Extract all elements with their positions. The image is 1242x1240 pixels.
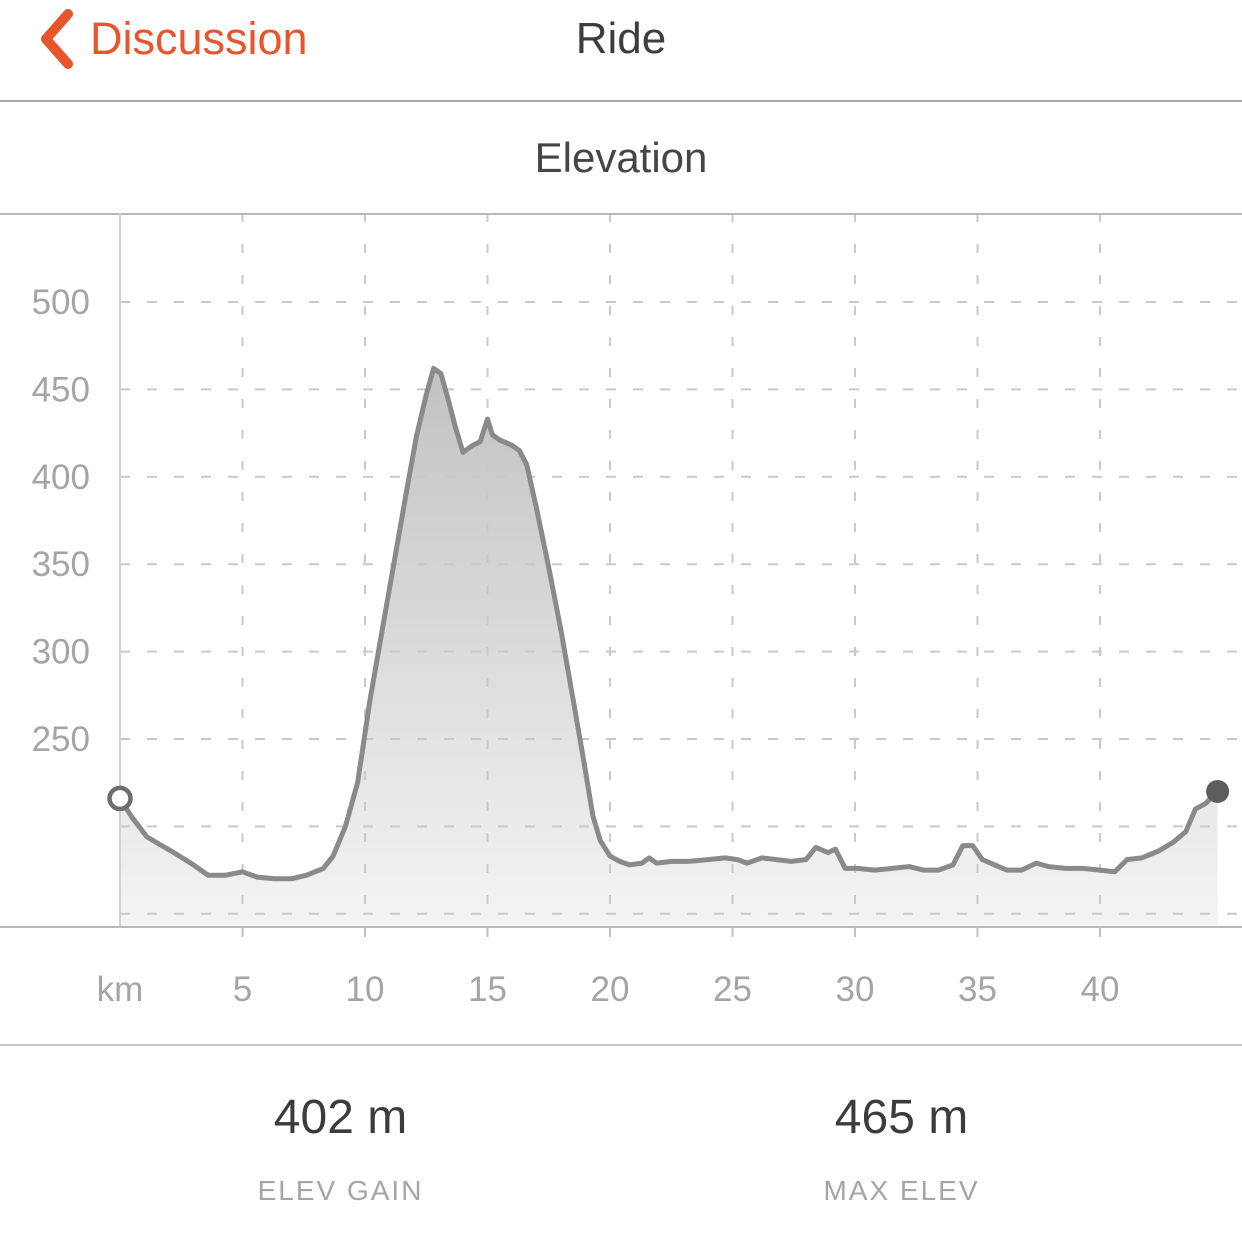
x-axis-label: 40	[1081, 970, 1120, 1009]
x-axis-label: 30	[836, 970, 875, 1009]
x-axis-label: 35	[958, 970, 997, 1009]
x-axis-label: 15	[468, 970, 507, 1009]
elevation-line	[117, 365, 1221, 882]
chart-title: Elevation	[534, 133, 708, 181]
stat-elev-gain: 402 m ELEV GAIN	[60, 1046, 621, 1238]
x-axis-label: 10	[346, 970, 385, 1009]
max-elev-value: 465 m	[834, 1091, 969, 1144]
y-axis-label: 350	[32, 545, 90, 584]
y-axis-label: 450	[32, 370, 90, 409]
x-axis-unit-label: km	[97, 970, 144, 1009]
y-axis-label: 400	[32, 458, 90, 497]
elevation-chart[interactable]: 250 300 350 400 450 500 km 5 10 15 20 25 30 35 40	[0, 213, 1242, 1046]
y-axis-label: 250	[32, 720, 90, 759]
page-title: Ride	[575, 14, 667, 63]
stat-max-elev: 465 m MAX ELEV	[621, 1046, 1182, 1238]
max-elev-label: MAX ELEV	[823, 1175, 980, 1206]
back-chevron-icon	[41, 9, 73, 69]
x-axis-label: 20	[591, 970, 630, 1009]
back-button[interactable]: Discussion	[36, 8, 308, 70]
route-start-marker	[107, 785, 133, 812]
back-button-label: Discussion	[90, 13, 308, 64]
elevation-area-fill	[120, 368, 1218, 927]
stats-row: 402 m ELEV GAIN 465 m MAX ELEV	[0, 1046, 1242, 1238]
elevation-chart-canvas[interactable]: 250 300 350 400 450 500 km 5 10 15 20 25 30 35 40	[0, 213, 1242, 1044]
x-axis-label: 5	[233, 970, 252, 1009]
x-axis-label: 25	[713, 970, 752, 1009]
route-end-marker	[1206, 779, 1230, 803]
elev-gain-value: 402 m	[273, 1091, 408, 1144]
y-axis-label: 500	[32, 283, 90, 322]
navigation-bar: Discussion Ride	[0, 0, 1242, 102]
y-axis-label: 300	[32, 633, 90, 672]
chart-section-header: Elevation	[0, 102, 1242, 213]
elev-gain-label: ELEV GAIN	[257, 1175, 424, 1206]
